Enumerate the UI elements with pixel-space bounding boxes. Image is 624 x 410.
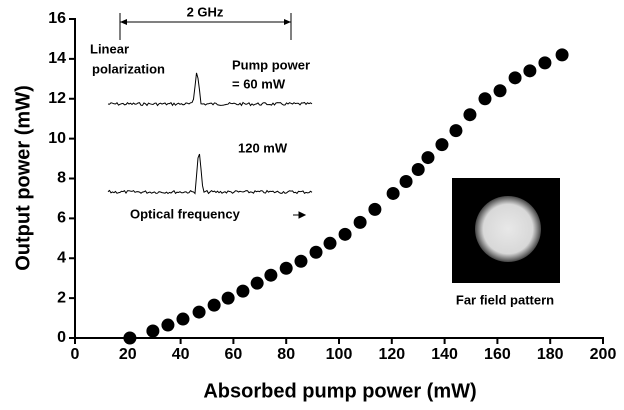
y-tick-label: 4 [57, 249, 66, 266]
y-tick-label: 6 [57, 210, 66, 227]
data-point [236, 285, 249, 298]
data-point [354, 216, 367, 229]
data-point [222, 292, 235, 305]
data-point [251, 277, 264, 290]
y-tick-label: 8 [57, 170, 66, 187]
annotation: polarization [92, 61, 165, 76]
annotation: = 60 mW [232, 76, 286, 91]
data-point [264, 269, 277, 282]
annotation: Far field pattern [456, 292, 554, 307]
data-point [509, 71, 522, 84]
x-tick-label: 180 [537, 346, 564, 363]
data-point [176, 313, 189, 326]
arrow [293, 212, 305, 218]
y-axis-title: Output power (mW) [12, 85, 34, 271]
x-tick-label: 100 [326, 346, 353, 363]
y-tick-label: 10 [48, 130, 66, 147]
data-point [449, 124, 462, 137]
x-tick-label: 60 [225, 346, 243, 363]
y-tick-label: 2 [57, 289, 66, 306]
x-tick-label: 140 [431, 346, 458, 363]
data-point [280, 262, 293, 275]
data-point [523, 64, 536, 77]
data-point [161, 319, 174, 332]
x-axis-title: Absorbed pump power (mW) [203, 380, 476, 402]
data-point [310, 246, 323, 259]
x-tick-label: 40 [172, 346, 190, 363]
annotation: Optical frequency [130, 206, 241, 221]
far-field-spot [475, 196, 541, 262]
data-point [412, 163, 425, 176]
data-point [324, 237, 337, 250]
data-point [368, 203, 381, 216]
chart: Absorbed pump power (mW) Output power (m… [0, 0, 624, 410]
data-point [123, 332, 136, 345]
annotation: Pump power [232, 57, 310, 72]
x-tick-label: 20 [119, 346, 137, 363]
annotation: 2 GHz [187, 4, 224, 19]
data-point [435, 138, 448, 151]
data-point [193, 306, 206, 319]
data-point [478, 92, 491, 105]
data-point [463, 108, 476, 121]
y-tick-label: 16 [48, 10, 66, 27]
data-point [208, 299, 221, 312]
data-point [294, 255, 307, 268]
x-tick-label: 160 [484, 346, 511, 363]
x-tick-label: 0 [71, 346, 80, 363]
y-tick-label: 12 [48, 90, 66, 107]
data-point [387, 187, 400, 200]
y-tick-label: 0 [57, 329, 66, 346]
annotation: 120 mW [238, 140, 288, 155]
spectrum-trace [108, 154, 312, 194]
data-point [494, 84, 507, 97]
data-point [538, 56, 551, 69]
x-tick-label: 80 [277, 346, 295, 363]
data-point [556, 48, 569, 61]
data-point [146, 325, 159, 338]
x-tick-label: 120 [378, 346, 405, 363]
annotation: Linear [90, 41, 129, 56]
data-point [400, 175, 413, 188]
x-tick-label: 200 [590, 346, 617, 363]
data-point [421, 151, 434, 164]
data-point [339, 228, 352, 241]
y-tick-label: 14 [48, 50, 66, 67]
